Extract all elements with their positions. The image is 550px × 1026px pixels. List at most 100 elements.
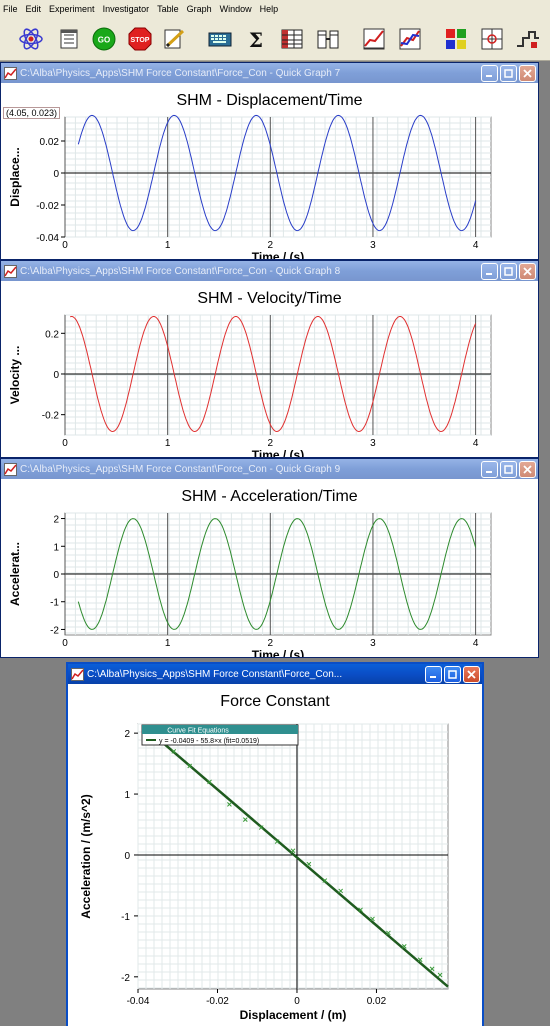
x-tick-label: 2 bbox=[268, 240, 274, 251]
y-axis-label: Accelerat... bbox=[8, 542, 22, 606]
notes-icon[interactable] bbox=[55, 25, 83, 53]
minimize-button[interactable] bbox=[481, 460, 498, 478]
menu-edit[interactable]: Edit bbox=[25, 3, 42, 14]
data-point bbox=[322, 878, 328, 883]
y-tick-label: 2 bbox=[53, 515, 59, 526]
data-point bbox=[358, 907, 363, 913]
line-graph-icon[interactable] bbox=[360, 25, 388, 53]
data-point bbox=[207, 779, 212, 785]
data-point bbox=[306, 861, 312, 867]
colors-icon[interactable] bbox=[442, 25, 470, 53]
maximize-icon bbox=[504, 266, 513, 276]
svg-text:GO: GO bbox=[98, 36, 110, 45]
x-tick-label: 2 bbox=[268, 438, 274, 449]
crosshair-icon[interactable] bbox=[478, 25, 506, 53]
toolbar: GO STOP Σ bbox=[0, 17, 550, 61]
x-tick-label: 0.02 bbox=[367, 996, 387, 1007]
x-axis-label: Time / (s) bbox=[252, 448, 304, 457]
menu-window[interactable]: Window bbox=[219, 3, 252, 14]
x-axis-label: Time / (s) bbox=[252, 250, 304, 259]
menu-experiment[interactable]: Experiment bbox=[49, 3, 95, 14]
y-tick-label: 0 bbox=[124, 851, 130, 862]
svg-text:Σ: Σ bbox=[249, 28, 263, 52]
x-tick-label: 0 bbox=[62, 438, 68, 449]
graph8-title: C:\Alba\Physics_Apps\SHM Force Constant\… bbox=[20, 265, 341, 277]
data-point bbox=[171, 749, 177, 754]
fit-equation-label: y = -0.0409 - 55.8×x (fit=0.0519) bbox=[159, 738, 259, 745]
atom-icon[interactable] bbox=[17, 25, 45, 53]
graph-window-icon bbox=[4, 462, 17, 476]
velocity-chart[interactable]: SHM - Velocity/Time 0 1 2 3 4 0.2 0 -0.2 Time / (… bbox=[1, 281, 538, 457]
force-window: C:\Alba\Physics_Apps\SHM Force Constant\… bbox=[66, 662, 484, 1026]
x-tick-label: 1 bbox=[165, 240, 171, 251]
y-tick-label: 1 bbox=[124, 790, 130, 801]
data-point bbox=[437, 972, 443, 978]
y-tick-label: 0.02 bbox=[40, 137, 60, 148]
y-tick-label: 2 bbox=[124, 729, 130, 740]
menu-graph[interactable]: Graph bbox=[186, 3, 212, 14]
y-tick-label: 0 bbox=[53, 169, 59, 180]
force-titlebar[interactable]: C:\Alba\Physics_Apps\SHM Force Constant\… bbox=[68, 664, 482, 684]
data-point bbox=[187, 763, 193, 769]
data-point bbox=[386, 930, 391, 936]
maximize-button[interactable] bbox=[500, 262, 517, 280]
keyboard-icon[interactable] bbox=[206, 25, 234, 53]
y-tick-label: 0 bbox=[53, 570, 59, 581]
x-tick-label: 3 bbox=[370, 638, 376, 649]
maximize-button[interactable] bbox=[500, 460, 517, 478]
signal-icon[interactable] bbox=[514, 25, 542, 53]
sigma-icon[interactable]: Σ bbox=[242, 25, 270, 53]
close-button[interactable] bbox=[519, 262, 536, 280]
plot-area bbox=[137, 723, 449, 990]
chart-title: SHM - Displacement/Time bbox=[176, 92, 362, 109]
y-tick-label: -1 bbox=[50, 598, 59, 609]
x-tick-label: 3 bbox=[370, 438, 376, 449]
maximize-button[interactable] bbox=[500, 64, 517, 82]
stop-icon[interactable]: STOP bbox=[126, 25, 154, 53]
menu-table[interactable]: Table bbox=[157, 3, 179, 14]
menu-investigator[interactable]: Investigator bbox=[102, 3, 150, 14]
close-button[interactable] bbox=[463, 665, 480, 683]
y-axis-label: Acceleration / (m/s^2) bbox=[79, 794, 93, 918]
menu-file[interactable]: File bbox=[3, 3, 18, 14]
data-point bbox=[290, 848, 296, 854]
chart-title: SHM - Velocity/Time bbox=[197, 290, 341, 307]
edit-icon[interactable] bbox=[160, 25, 188, 53]
menu-help[interactable]: Help bbox=[259, 3, 279, 14]
data-point bbox=[258, 825, 264, 830]
series-line bbox=[69, 316, 477, 433]
maximize-button[interactable] bbox=[444, 665, 461, 683]
acceleration-chart[interactable]: SHM - Acceleration/Time 0 1 2 3 4 2 1 0 -1 -2 Time … bbox=[1, 479, 538, 657]
go-icon[interactable]: GO bbox=[90, 25, 118, 53]
x-tick-label: 0 bbox=[294, 996, 300, 1007]
minimize-icon bbox=[430, 675, 436, 678]
graph8-titlebar[interactable]: C:\Alba\Physics_Apps\SHM Force Constant\… bbox=[1, 261, 538, 281]
chart-title: SHM - Acceleration/Time bbox=[181, 488, 357, 505]
graph9-window: C:\Alba\Physics_Apps\SHM Force Constant\… bbox=[0, 458, 539, 658]
multi-graph-icon[interactable] bbox=[396, 25, 424, 53]
table-icon[interactable] bbox=[278, 25, 306, 53]
data-point bbox=[401, 944, 407, 949]
data-point bbox=[429, 966, 435, 972]
close-button[interactable] bbox=[519, 460, 536, 478]
force-constant-chart[interactable]: Force Constant -0.04 -0.02 0 0.02 2 1 0 -1 -2 Disp… bbox=[68, 684, 482, 1026]
close-icon bbox=[523, 464, 532, 474]
minimize-button[interactable] bbox=[481, 64, 498, 82]
series-line bbox=[77, 114, 477, 232]
columns-icon[interactable] bbox=[314, 25, 342, 53]
y-tick-label: -1 bbox=[121, 912, 130, 923]
displacement-chart[interactable]: SHM - Displacement/Time 0 1 2 3 4 0.02 0 -0.02 -0… bbox=[1, 83, 538, 259]
graph9-titlebar[interactable]: C:\Alba\Physics_Apps\SHM Force Constant\… bbox=[1, 459, 538, 479]
data-point bbox=[242, 817, 248, 822]
minimize-button[interactable] bbox=[425, 665, 442, 683]
graph7-title: C:\Alba\Physics_Apps\SHM Force Constant\… bbox=[20, 67, 341, 79]
graph7-titlebar[interactable]: C:\Alba\Physics_Apps\SHM Force Constant\… bbox=[1, 63, 538, 83]
series-line bbox=[77, 518, 477, 630]
x-tick-label: 4 bbox=[473, 240, 479, 251]
data-point bbox=[370, 916, 375, 922]
graph-window-icon bbox=[4, 66, 17, 80]
y-tick-label: 0 bbox=[53, 370, 59, 381]
data-point bbox=[227, 802, 232, 807]
minimize-button[interactable] bbox=[481, 262, 498, 280]
close-button[interactable] bbox=[519, 64, 536, 82]
